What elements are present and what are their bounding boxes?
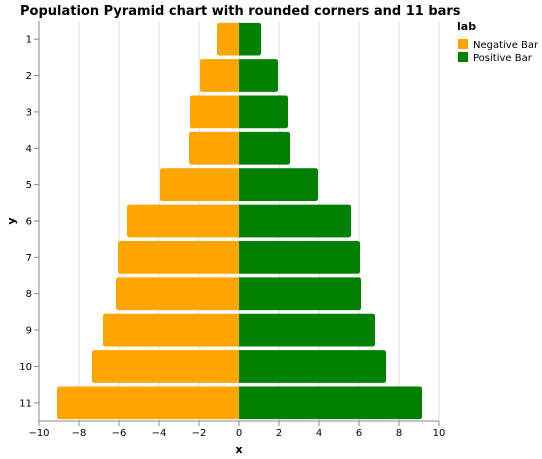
x-tick-label: −2 xyxy=(192,428,207,439)
bars xyxy=(57,22,422,420)
positive-bar xyxy=(239,168,318,201)
x-tick-label: 6 xyxy=(356,428,362,439)
negative-bar xyxy=(217,22,239,56)
negative-bar xyxy=(92,350,239,383)
x-tick-label: −8 xyxy=(72,428,87,439)
chart-title: Population Pyramid chart with rounded co… xyxy=(20,4,461,19)
legend: lab Negative Bar Positive Bar xyxy=(457,20,539,64)
negative-bar xyxy=(127,204,239,238)
y-tick-label: 4 xyxy=(26,144,32,155)
legend-swatch xyxy=(458,52,468,62)
positive-bar xyxy=(239,95,288,129)
negative-bar xyxy=(189,131,239,165)
positive-bar xyxy=(239,313,375,347)
legend-title: lab xyxy=(457,20,476,33)
positive-bar xyxy=(239,241,360,274)
legend-label: Negative Bar xyxy=(473,40,539,51)
x-tick-label: 4 xyxy=(316,428,322,439)
y-tick-label: 10 xyxy=(19,362,32,373)
y-tick-label: 7 xyxy=(26,253,32,264)
y-tick-label: 1 xyxy=(26,35,32,46)
y-tick-label: 8 xyxy=(26,289,32,300)
legend-swatch xyxy=(458,39,468,49)
negative-bar xyxy=(160,168,239,201)
y-tick-label: 11 xyxy=(19,398,32,409)
y-axis-title: y xyxy=(5,217,18,224)
negative-bar xyxy=(190,95,239,129)
x-axis-title: x xyxy=(235,443,242,456)
legend-label: Positive Bar xyxy=(473,53,533,64)
y-tick-label: 2 xyxy=(26,71,32,82)
positive-bar xyxy=(239,59,278,92)
positive-bar xyxy=(239,131,290,165)
y-tick-label: 5 xyxy=(26,180,32,191)
y-tick-label: 9 xyxy=(26,326,32,337)
positive-bar xyxy=(239,386,422,420)
negative-bar xyxy=(118,241,239,274)
positive-bar xyxy=(239,350,386,383)
positive-bar xyxy=(239,204,351,238)
negative-bar xyxy=(116,277,239,311)
x-tick-label: −4 xyxy=(152,428,167,439)
x-tick-label: 0 xyxy=(236,428,242,439)
negative-bar xyxy=(103,313,239,347)
negative-bar xyxy=(57,386,239,420)
y-tick-label: 6 xyxy=(26,217,32,228)
y-tick-label: 3 xyxy=(26,107,32,118)
x-tick-label: 10 xyxy=(433,428,446,439)
x-tick-label: 8 xyxy=(396,428,402,439)
x-tick-label: 2 xyxy=(276,428,282,439)
x-tick-label: −10 xyxy=(28,428,49,439)
positive-bar xyxy=(239,22,261,56)
negative-bar xyxy=(200,59,239,92)
positive-bar xyxy=(239,277,361,311)
x-tick-label: −6 xyxy=(112,428,127,439)
